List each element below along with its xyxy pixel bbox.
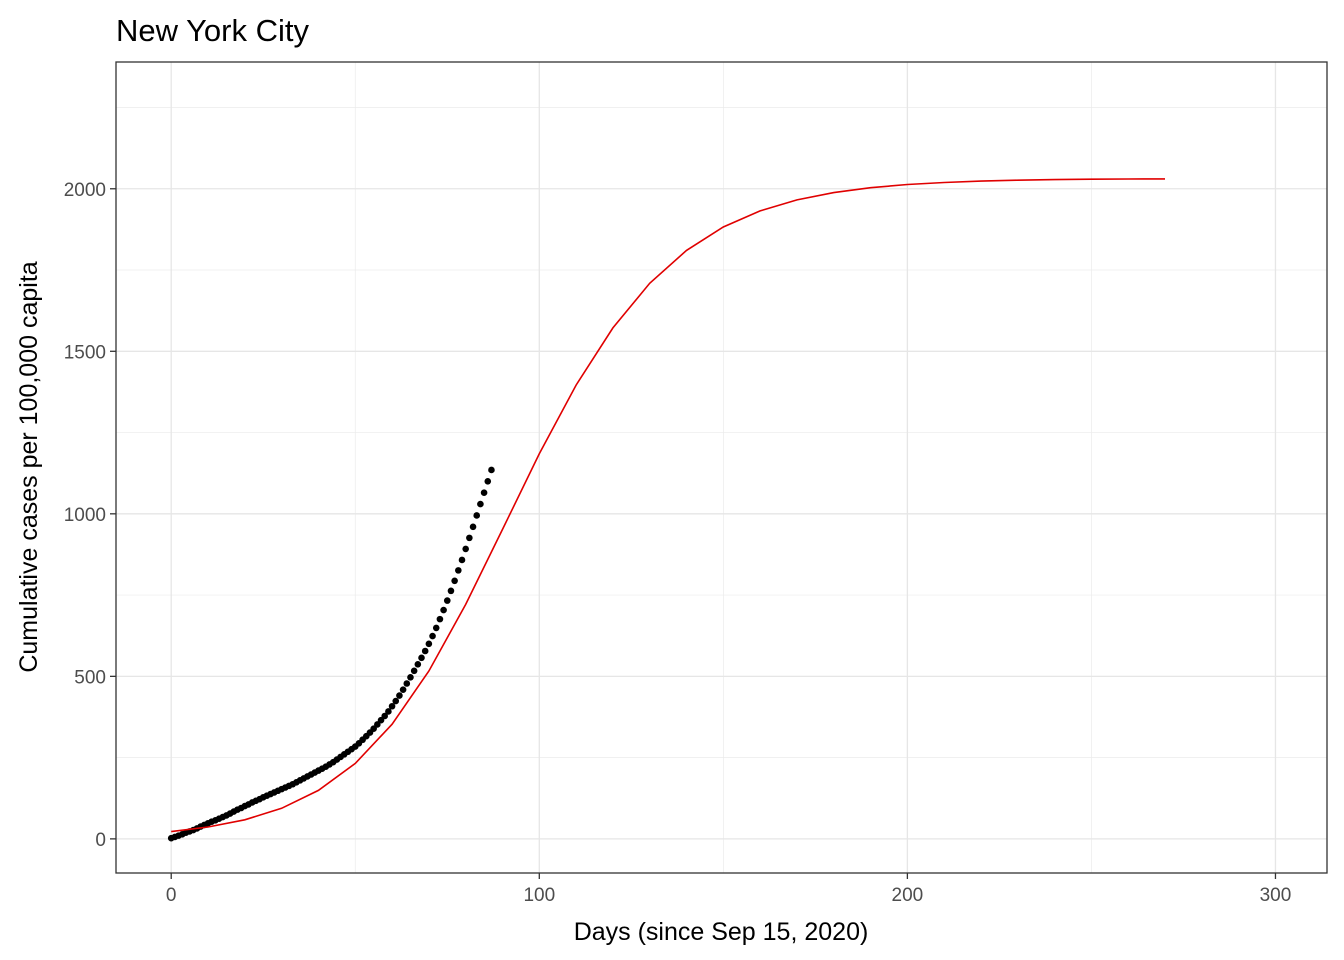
x-tick-label: 100 (523, 885, 555, 906)
data-point (399, 686, 407, 693)
data-point (425, 640, 433, 648)
data-point (458, 556, 466, 564)
data-point (432, 624, 440, 632)
data-point (473, 512, 481, 519)
y-tick-label: 500 (74, 667, 106, 688)
data-point (484, 478, 492, 485)
data-point (440, 606, 447, 614)
x-axis-title: Days (since Sep 15, 2020) (574, 918, 869, 946)
data-point (396, 692, 403, 699)
data-point (436, 615, 444, 623)
x-tick-label: 300 (1260, 885, 1292, 906)
data-point (388, 702, 396, 710)
data-point (421, 647, 429, 655)
data-point (392, 697, 400, 705)
data-point (407, 674, 414, 681)
data-point (403, 680, 411, 687)
x-tick-label: 0 (166, 885, 177, 906)
data-point (385, 708, 392, 715)
y-tick-label: 2000 (64, 180, 106, 201)
data-point (488, 466, 495, 474)
panel-border (115, 61, 1328, 874)
data-point (469, 523, 477, 531)
gridlines (116, 62, 1327, 873)
data-point (480, 489, 488, 496)
chart-title: New York City (116, 13, 309, 48)
x-tick-label: 200 (892, 885, 924, 906)
axis-ticks: 0 100 200 300 0 500 1000 1500 2000 (64, 180, 1292, 906)
y-tick-label: 1500 (64, 342, 106, 363)
data-point (462, 545, 469, 553)
data-point (410, 667, 418, 675)
data-point (466, 534, 473, 542)
data-point (429, 632, 436, 640)
data-point (451, 577, 458, 585)
data-point (414, 661, 422, 668)
data-point (443, 597, 451, 604)
data-point (418, 654, 425, 662)
data-point (477, 500, 484, 508)
data-layer (167, 178, 1166, 842)
y-tick-label: 0 (95, 830, 106, 851)
y-tick-label: 1000 (64, 505, 106, 526)
data-point (447, 587, 455, 595)
fitted-curve-line (171, 178, 1166, 833)
y-axis-title: Cumulative cases per 100,000 capita (15, 261, 43, 672)
data-point (455, 567, 462, 574)
data-point (381, 712, 389, 720)
